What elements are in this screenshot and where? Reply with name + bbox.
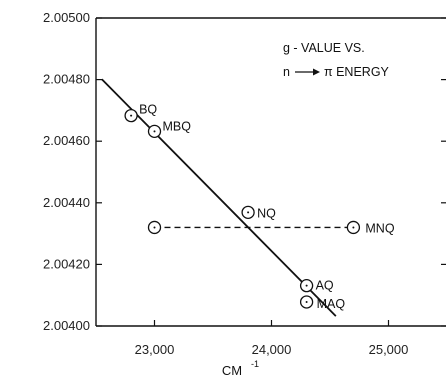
data-label: MNQ [365,221,394,235]
data-point-center [305,284,308,287]
points: BQ MBQ NQ AQ MAQ MNQ [124,103,395,311]
data-point-center [247,211,250,214]
data-point-center [130,114,133,117]
lines [101,78,354,317]
y-tick-label: 2.00500 [43,10,90,25]
y-tick-label: 2.00420 [43,256,90,271]
data-point-center [305,300,308,303]
y-tick-label: 2.00460 [43,133,90,148]
chart-title-line1: g - VALUE VS. [283,41,365,55]
x-axis-label-main: CM [222,363,242,378]
data-point-center [352,226,355,229]
y-tick-label: 2.00440 [43,195,90,210]
x-tick-label: 25,000 [369,342,409,357]
arrow-icon [295,68,320,76]
data-label: NQ [257,206,276,220]
data-label: MBQ [163,119,192,133]
data-label: AQ [316,279,334,293]
y-tick-label: 2.00480 [43,72,90,87]
fit-line [101,78,337,317]
data-label: MAQ [317,297,346,311]
chart-title-line2-pre: n [283,65,290,79]
data-point-center [153,130,156,133]
title: g - VALUE VS. n π ENERGY [283,41,390,79]
axes: 2.00400 2.00420 2.00440 2.00460 2.00480 2.005… [43,10,446,357]
x-tick-label: 23,000 [135,342,175,357]
data-point-center [153,226,156,229]
x-tick-label: 24,000 [252,342,292,357]
data-label: BQ [139,103,157,117]
x-axis-label: CM -1 [222,359,259,378]
x-axis-label-sup: -1 [251,359,259,369]
chart-title-line2-post: π ENERGY [324,65,390,79]
y-tick-label: 2.00400 [43,318,90,333]
